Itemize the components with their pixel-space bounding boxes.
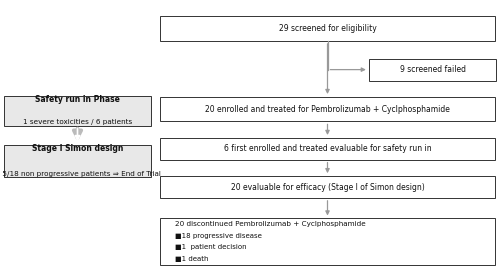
Text: Safety run in Phase: Safety run in Phase <box>35 95 120 104</box>
Text: ■1 death: ■1 death <box>175 256 208 262</box>
Text: ■18 progressive disease: ■18 progressive disease <box>175 233 262 239</box>
Text: 20 discontinued Pembrolizumab + Cyclphosphamide: 20 discontinued Pembrolizumab + Cyclphos… <box>175 221 366 227</box>
Text: 1 severe toxicities / 6 patients: 1 severe toxicities / 6 patients <box>23 119 132 125</box>
Text: ■1  patient decision: ■1 patient decision <box>175 245 246 251</box>
Text: 6 first enrolled and treated evaluable for safety run in: 6 first enrolled and treated evaluable f… <box>224 144 432 153</box>
FancyBboxPatch shape <box>4 96 151 126</box>
FancyBboxPatch shape <box>160 176 495 198</box>
FancyBboxPatch shape <box>160 97 495 121</box>
FancyBboxPatch shape <box>369 59 496 81</box>
FancyBboxPatch shape <box>160 218 495 265</box>
FancyBboxPatch shape <box>160 138 495 160</box>
FancyBboxPatch shape <box>160 16 495 41</box>
Text: < 5/18 non progressive patients ⇒ End of Trial: < 5/18 non progressive patients ⇒ End of… <box>0 171 161 177</box>
Text: Stage I Simon design: Stage I Simon design <box>32 144 123 153</box>
FancyBboxPatch shape <box>4 145 151 177</box>
Text: 29 screened for eligibility: 29 screened for eligibility <box>278 24 376 33</box>
Text: 20 enrolled and treated for Pembrolizumab + Cyclphosphamide: 20 enrolled and treated for Pembrolizuma… <box>205 105 450 114</box>
Text: 9 screened failed: 9 screened failed <box>400 65 466 74</box>
Text: 20 evaluable for efficacy (Stage I of Simon design): 20 evaluable for efficacy (Stage I of Si… <box>230 183 424 191</box>
